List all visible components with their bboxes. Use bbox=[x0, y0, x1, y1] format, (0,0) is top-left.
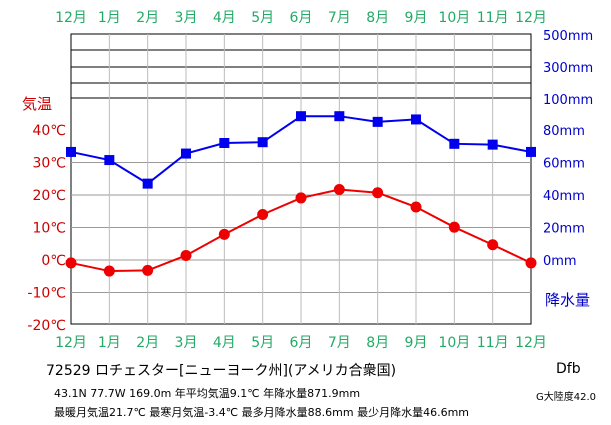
month-ticks-top: 12月 1月 2月 3月 4月 5月 6月 7月 8月 9月 10月 11月 12月 bbox=[55, 10, 547, 26]
month-tick-label: 7月 bbox=[328, 10, 351, 26]
month-tick-label: 12月 bbox=[515, 335, 547, 351]
temperature-axis-title: 気温 bbox=[22, 95, 53, 113]
month-tick-label: 4月 bbox=[213, 10, 236, 26]
month-tick-label: 3月 bbox=[175, 335, 198, 351]
month-tick-label: 2月 bbox=[136, 335, 159, 351]
precipitation-point bbox=[257, 137, 268, 148]
precipitation-tick-label: 500mm bbox=[543, 29, 593, 44]
precipitation-tick-label: 100mm bbox=[543, 93, 593, 108]
month-ticks-bottom: 12月 1月 2月 3月 4月 5月 6月 7月 8月 9月 10月 11月 12月 bbox=[55, 335, 547, 351]
precipitation-axis-title: 降水量 bbox=[545, 291, 591, 309]
continentality-index: G大陸度42.0 bbox=[536, 392, 597, 403]
month-tick-label: 6月 bbox=[290, 10, 313, 26]
temperature-point bbox=[448, 221, 460, 233]
month-tick-label: 5月 bbox=[251, 335, 274, 351]
precipitation-point bbox=[296, 111, 306, 122]
precipitation-tick-label: 300mm bbox=[543, 61, 593, 76]
station-title: 72529 ロチェスター[ニューヨーク州](アメリカ合衆国) bbox=[46, 363, 397, 379]
month-tick-label: 9月 bbox=[405, 335, 428, 351]
temperature-point bbox=[65, 257, 77, 269]
precipitation-point bbox=[372, 116, 383, 127]
month-tick-label: 11月 bbox=[477, 10, 509, 26]
temperature-point bbox=[180, 249, 192, 261]
precipitation-point bbox=[526, 146, 536, 157]
temperature-point bbox=[142, 264, 154, 276]
temperature-point bbox=[257, 209, 269, 220]
precipitation-point bbox=[487, 139, 498, 150]
temperature-tick-label: -20℃ bbox=[27, 318, 66, 334]
precipitation-tick-label: 20mm bbox=[543, 222, 585, 237]
month-tick-label: 6月 bbox=[290, 335, 313, 351]
temperature-tick-label: 10℃ bbox=[32, 221, 66, 237]
month-tick-label: 5月 bbox=[251, 10, 274, 26]
precipitation-tick-label: 60mm bbox=[543, 157, 585, 172]
temperature-tick-label: 30℃ bbox=[32, 156, 66, 172]
temperature-tick-label: 0℃ bbox=[41, 253, 66, 269]
temperature-tick-label: 20℃ bbox=[32, 188, 66, 204]
month-tick-label: 12月 bbox=[55, 10, 87, 26]
month-tick-label: 2月 bbox=[136, 10, 159, 26]
precipitation-point bbox=[219, 138, 230, 148]
temperature-point bbox=[487, 239, 499, 251]
temperature-ticks: 40℃ 30℃ 20℃ 10℃ 0℃ -10℃ -20℃ bbox=[27, 123, 66, 334]
climate-class: Dfb bbox=[556, 361, 581, 377]
precipitation-point bbox=[411, 114, 421, 125]
temperature-tick-label: -10℃ bbox=[27, 286, 66, 302]
temperature-point bbox=[103, 265, 115, 277]
temperature-tick-label: 40℃ bbox=[32, 123, 66, 139]
month-tick-label: 3月 bbox=[175, 10, 198, 26]
month-tick-label: 1月 bbox=[98, 335, 121, 351]
precipitation-ticks: 80mm 60mm 40mm 20mm 0mm 500mm 300mm 100mm bbox=[543, 29, 593, 269]
temperature-point bbox=[372, 187, 384, 199]
month-tick-label: 1月 bbox=[98, 10, 121, 26]
precipitation-point bbox=[142, 178, 153, 189]
temperature-point bbox=[333, 183, 345, 195]
precipitation-point bbox=[181, 148, 191, 159]
month-tick-label: 10月 bbox=[438, 10, 470, 26]
temperature-point bbox=[218, 228, 230, 240]
station-info: 43.1N 77.7W 169.0m 年平均気温9.1℃ 年降水量871.9mm bbox=[54, 387, 361, 400]
month-tick-label: 12月 bbox=[515, 10, 547, 26]
month-tick-label: 4月 bbox=[213, 335, 236, 351]
series-layer bbox=[65, 111, 537, 277]
precipitation-point bbox=[449, 138, 460, 149]
month-tick-label: 7月 bbox=[328, 335, 351, 351]
temperature-point bbox=[410, 201, 422, 213]
month-tick-label: 8月 bbox=[366, 10, 389, 26]
month-tick-label: 8月 bbox=[366, 335, 389, 351]
precipitation-point bbox=[104, 155, 115, 166]
month-tick-label: 10月 bbox=[438, 335, 470, 351]
month-tick-label: 12月 bbox=[55, 335, 87, 351]
precipitation-point bbox=[66, 146, 76, 157]
precipitation-tick-label: 40mm bbox=[543, 189, 585, 204]
precipitation-tick-label: 80mm bbox=[543, 124, 585, 139]
month-tick-label: 9月 bbox=[405, 10, 428, 26]
precipitation-tick-label: 0mm bbox=[543, 254, 577, 269]
month-tick-label: 11月 bbox=[477, 335, 509, 351]
temperature-point bbox=[525, 257, 537, 269]
precipitation-point bbox=[334, 111, 345, 122]
temperature-point bbox=[295, 192, 307, 204]
vertical-grid bbox=[108, 34, 494, 324]
station-stats: 最暖月気温21.7℃ 最寒月気温-3.4℃ 最多月降水量88.6mm 最少月降水… bbox=[54, 406, 469, 419]
